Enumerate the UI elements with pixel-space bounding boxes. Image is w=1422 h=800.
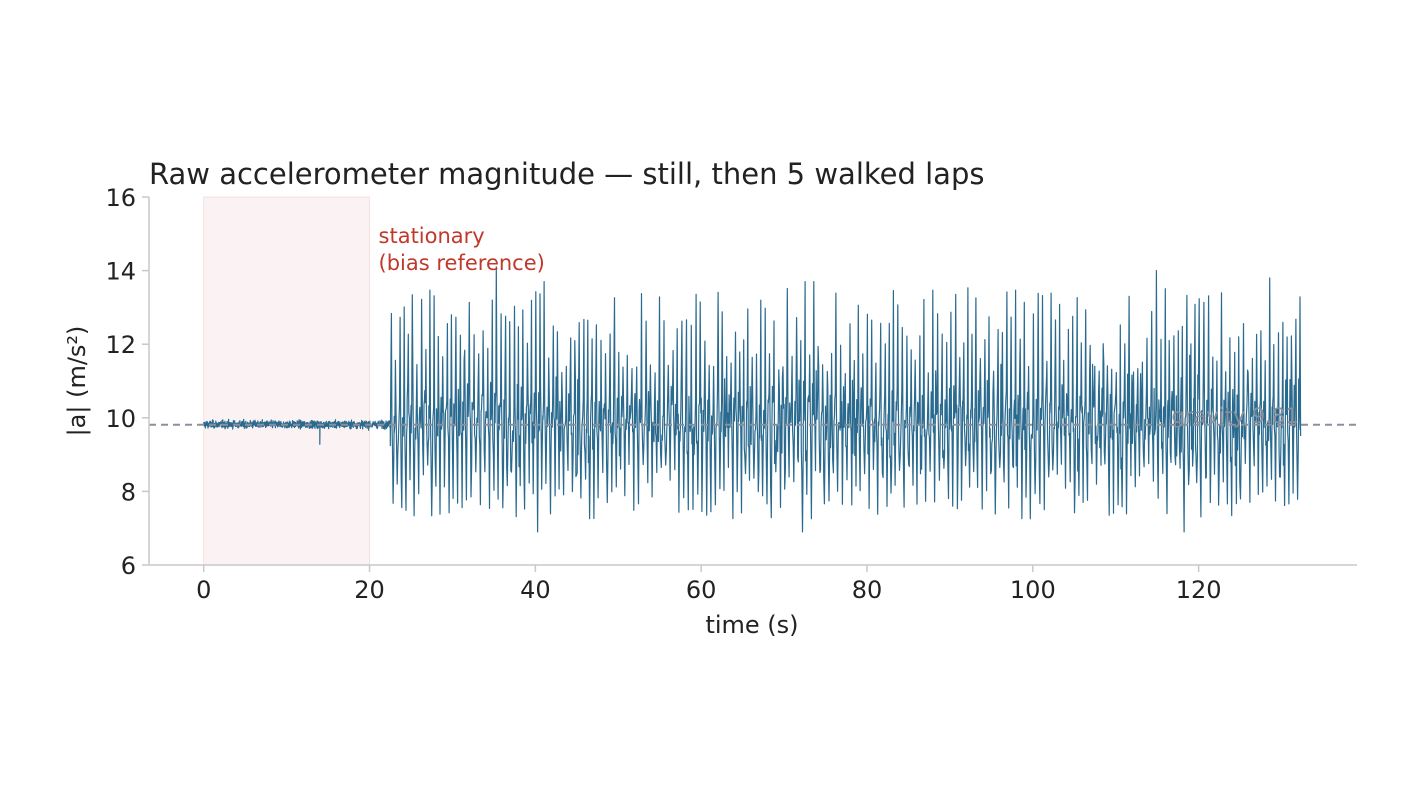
x-tick-label: 100 <box>1010 576 1056 604</box>
x-tick-label: 20 <box>354 576 385 604</box>
axes: 0 20 40 60 80 100 120 6 8 10 12 14 16 <box>105 184 1357 604</box>
annotation-line-2: (bias reference) <box>379 251 545 275</box>
y-tick-label: 14 <box>105 258 136 286</box>
series-line <box>203 266 1302 533</box>
x-tick-label: 40 <box>520 576 551 604</box>
y-tick-label: 8 <box>121 478 136 506</box>
y-tick-label: 10 <box>105 405 136 433</box>
x-tick-label: 60 <box>686 576 717 604</box>
y-ticks: 6 8 10 12 14 16 <box>105 184 149 580</box>
x-tick-label: 0 <box>196 576 211 604</box>
shaded-region <box>203 196 371 566</box>
x-tick-label: 80 <box>852 576 883 604</box>
y-axis-label: |a| (m/s²) <box>63 326 91 437</box>
reference-line-label: gravity 9.81 <box>1171 404 1298 428</box>
chart-title: Raw accelerometer magnitude — still, the… <box>149 157 984 191</box>
y-tick-label: 12 <box>105 331 136 359</box>
annotation-line-1: stationary <box>379 224 485 248</box>
x-axis-label: time (s) <box>705 611 798 639</box>
x-ticks: 0 20 40 60 80 100 120 <box>196 565 1222 604</box>
shaded-region-annotation: stationary (bias reference) <box>379 224 545 275</box>
y-tick-label: 16 <box>105 184 136 212</box>
plot-area: stationary (bias reference) gravity 9.81 <box>149 196 1357 566</box>
y-tick-label: 6 <box>121 552 136 580</box>
x-tick-label: 120 <box>1176 576 1222 604</box>
